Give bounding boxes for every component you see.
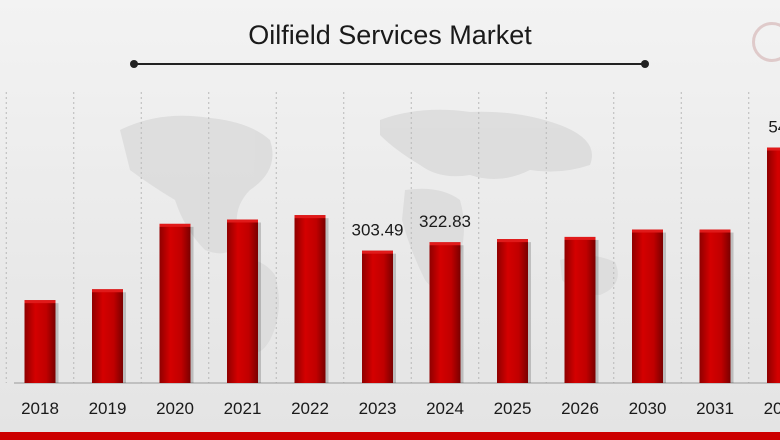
bar-2025 (497, 239, 528, 383)
bar-top-2032 (767, 147, 780, 151)
bar-top-2030 (632, 229, 663, 233)
bar-2021 (227, 219, 258, 383)
bar-top-2024 (429, 242, 461, 246)
x-tick-label-2020: 2020 (156, 399, 194, 418)
bar-2019 (92, 289, 123, 383)
x-tick-label-2026: 2026 (561, 399, 599, 418)
gridlines (5, 92, 750, 383)
x-tick-label-2025: 2025 (494, 399, 532, 418)
bar-2020 (159, 223, 191, 383)
x-tick-label-2023: 2023 (359, 399, 397, 418)
bar-top-2031 (699, 229, 731, 233)
bar-top-2023 (362, 250, 393, 254)
bars (24, 147, 780, 383)
x-tick-label-2022: 2022 (291, 399, 329, 418)
data-labels: 303.49 322.83 540 (352, 118, 780, 240)
title-underline (134, 63, 646, 65)
footer-accent-bar (0, 432, 780, 440)
data-label-2024: 322.83 (419, 212, 471, 231)
x-tick-labels: 2018 2019 2020 2021 2022 2023 2024 2025 2026 2030… (21, 399, 780, 418)
x-tick-label-2030: 2030 (629, 399, 667, 418)
bar-2022 (294, 215, 326, 383)
bar-top-2020 (159, 223, 191, 227)
bar-2026 (564, 236, 596, 383)
brand-logo-icon (752, 22, 780, 62)
bar-2023 (362, 250, 393, 383)
bar-2030 (632, 229, 663, 383)
data-label-2023: 303.49 (352, 221, 404, 240)
bar-top-2018 (24, 300, 56, 304)
data-label-2032: 540 (768, 118, 780, 137)
world-map-watermark (120, 109, 618, 353)
title-underline-dot-right (641, 60, 649, 68)
bar-top-2022 (294, 215, 326, 219)
bar-top-2026 (564, 236, 596, 240)
x-tick-label-2032: 2032 (764, 399, 780, 418)
bar-top-2021 (227, 219, 258, 223)
x-tick-label-2019: 2019 (89, 399, 127, 418)
bar-2032 (767, 147, 780, 383)
bar-top-2025 (497, 239, 528, 243)
x-tick-label-2021: 2021 (224, 399, 262, 418)
bar-2024 (429, 242, 461, 383)
bar-2031 (699, 229, 731, 383)
chart-title: Oilfield Services Market (248, 20, 532, 50)
bar-top-2019 (92, 289, 123, 293)
title-underline-dot-left (130, 60, 138, 68)
x-tick-label-2024: 2024 (426, 399, 464, 418)
bar-2018 (24, 300, 56, 383)
x-tick-label-2031: 2031 (696, 399, 734, 418)
x-tick-label-2018: 2018 (21, 399, 59, 418)
